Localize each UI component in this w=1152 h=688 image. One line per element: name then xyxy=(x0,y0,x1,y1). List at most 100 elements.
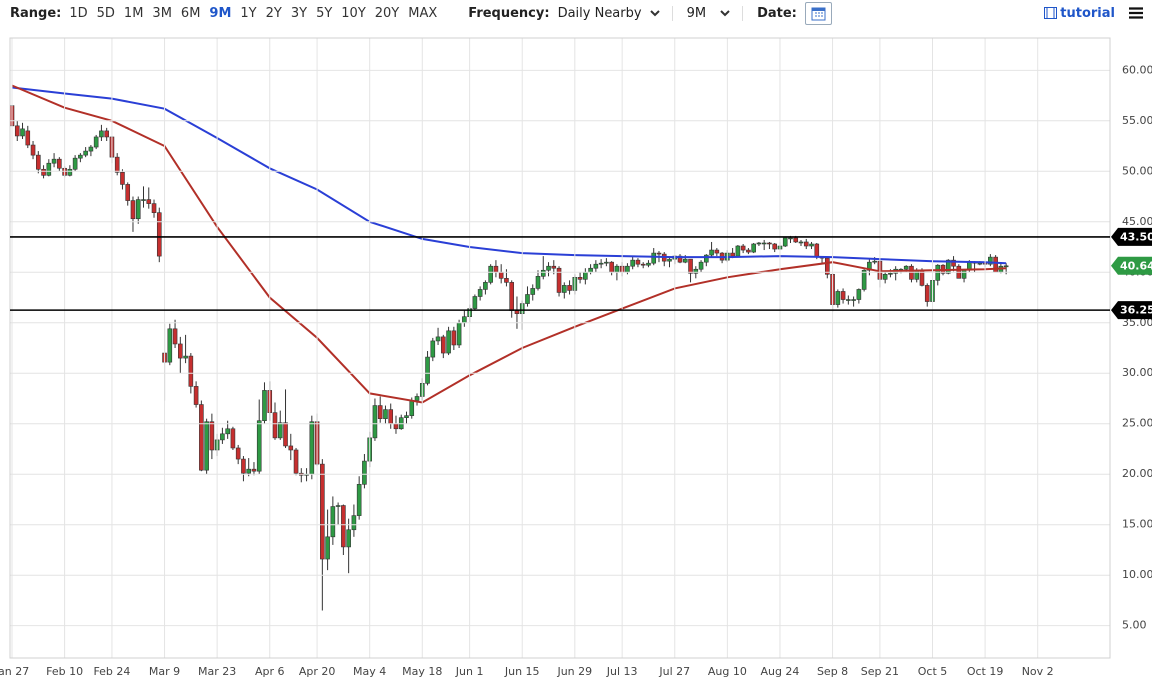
candle-body xyxy=(441,336,446,354)
x-tick-label: Jul 27 xyxy=(658,665,690,678)
candle-body xyxy=(561,285,567,293)
x-tick-label: Aug 24 xyxy=(760,665,799,678)
period-select[interactable]: 9M xyxy=(687,5,744,21)
x-tick-label: Feb 10 xyxy=(46,665,83,678)
toolbar: Range: 1D 5D 1M 3M 6M 9M 1Y 2Y 3Y 5Y 10Y 20Y MAX Fre… xyxy=(0,0,1152,26)
range-option[interactable]: 5D xyxy=(96,5,115,21)
range-option[interactable]: 3Y xyxy=(290,5,308,21)
y-tick-label: 55.00 xyxy=(1122,114,1152,127)
candle-body xyxy=(193,386,199,405)
x-tick-label: Aug 10 xyxy=(708,665,747,678)
level-tag xyxy=(1111,227,1152,246)
film-icon xyxy=(1044,7,1058,19)
candle-body xyxy=(272,412,278,439)
range-option[interactable]: 6M xyxy=(180,5,201,21)
x-tick-label: Nov 2 xyxy=(1022,665,1054,678)
candle-body xyxy=(798,241,804,244)
candle-body xyxy=(477,289,483,297)
candle-body xyxy=(525,294,530,304)
candle-body xyxy=(488,265,493,283)
candle-body xyxy=(130,200,136,220)
candle-body xyxy=(199,404,204,471)
candle-body xyxy=(656,252,662,255)
candle-body xyxy=(188,355,194,387)
x-tick-label: Jun 29 xyxy=(556,665,592,678)
tutorial-link[interactable]: tutorial xyxy=(1044,6,1115,21)
candle-body xyxy=(530,288,536,295)
candle-body xyxy=(235,447,241,460)
candle-body xyxy=(251,468,257,472)
candle-body xyxy=(788,237,793,240)
x-tick-label: Sep 8 xyxy=(817,665,848,678)
range-option[interactable]: 1Y xyxy=(240,5,257,21)
candle-body xyxy=(546,265,551,271)
candle-body xyxy=(104,130,109,138)
candle-body xyxy=(288,445,294,451)
candle-body xyxy=(462,316,467,324)
menu-icon[interactable] xyxy=(1129,7,1143,19)
candle-body xyxy=(493,265,499,273)
candle-body xyxy=(172,328,178,345)
candle-body xyxy=(256,420,262,472)
range-option[interactable]: 10Y xyxy=(341,5,366,21)
candle-body xyxy=(604,261,609,264)
y-tick-label: 15.00 xyxy=(1122,518,1152,531)
candle-body xyxy=(1003,265,1009,268)
candle-body xyxy=(635,259,641,265)
candle-body xyxy=(277,422,283,439)
range-option[interactable]: 1D xyxy=(69,5,88,21)
candle-body xyxy=(67,168,73,176)
candle-body xyxy=(504,278,509,283)
x-tick-label: Mar 9 xyxy=(149,665,180,678)
range-options: 1D 5D 1M 3M 6M 9M 1Y 2Y 3Y 5Y 10Y 20Y MAX xyxy=(69,6,446,21)
x-tick-label: May 4 xyxy=(353,665,386,678)
candle-body xyxy=(414,396,420,401)
range-option[interactable]: 3M xyxy=(152,5,172,21)
range-option[interactable]: 1M xyxy=(123,5,144,21)
candle-body xyxy=(351,515,357,531)
candle-body xyxy=(803,241,809,247)
candle-body xyxy=(761,242,767,245)
candle-body xyxy=(840,291,846,300)
candle-body xyxy=(320,463,325,560)
candle-body xyxy=(861,269,867,290)
candle-body xyxy=(667,258,672,262)
candle-body xyxy=(204,421,209,471)
calendar-button[interactable] xyxy=(804,1,832,25)
range-option[interactable]: 2Y xyxy=(265,5,282,21)
chevron xyxy=(649,10,660,17)
candle-body xyxy=(325,536,330,560)
candle-body xyxy=(793,237,799,243)
y-tick-label: 20.00 xyxy=(1122,467,1152,480)
candle-body xyxy=(509,282,515,311)
candle-body xyxy=(141,199,146,201)
candle-body xyxy=(514,310,520,314)
frequency-select[interactable]: Daily Nearby xyxy=(558,5,673,21)
candle-body xyxy=(120,171,125,185)
candle-body xyxy=(309,421,315,475)
range-option[interactable]: 20Y xyxy=(374,5,400,21)
candle-body xyxy=(682,258,688,263)
x-tick-label: Jan 27 xyxy=(0,665,29,678)
range-option[interactable]: 9M xyxy=(209,5,232,21)
candle-body xyxy=(646,262,651,266)
candle-body xyxy=(609,261,614,273)
candle-body xyxy=(988,256,993,265)
range-option[interactable]: MAX xyxy=(408,5,438,21)
candle-body xyxy=(230,428,236,449)
candle-body xyxy=(114,156,120,173)
candle-body xyxy=(241,458,246,474)
x-tick-label: Mar 23 xyxy=(198,665,236,678)
x-tick-label: Apr 20 xyxy=(299,665,336,678)
candle-body xyxy=(740,245,746,251)
candle-body xyxy=(846,299,851,301)
range-option[interactable]: 5Y xyxy=(316,5,333,21)
candle-body xyxy=(356,484,362,516)
candle-body xyxy=(372,405,378,439)
candle-body xyxy=(283,422,288,447)
candle-body xyxy=(593,263,599,269)
candle-body xyxy=(430,340,436,358)
candle-body xyxy=(872,260,877,263)
y-tick-label: 50.00 xyxy=(1122,164,1152,177)
